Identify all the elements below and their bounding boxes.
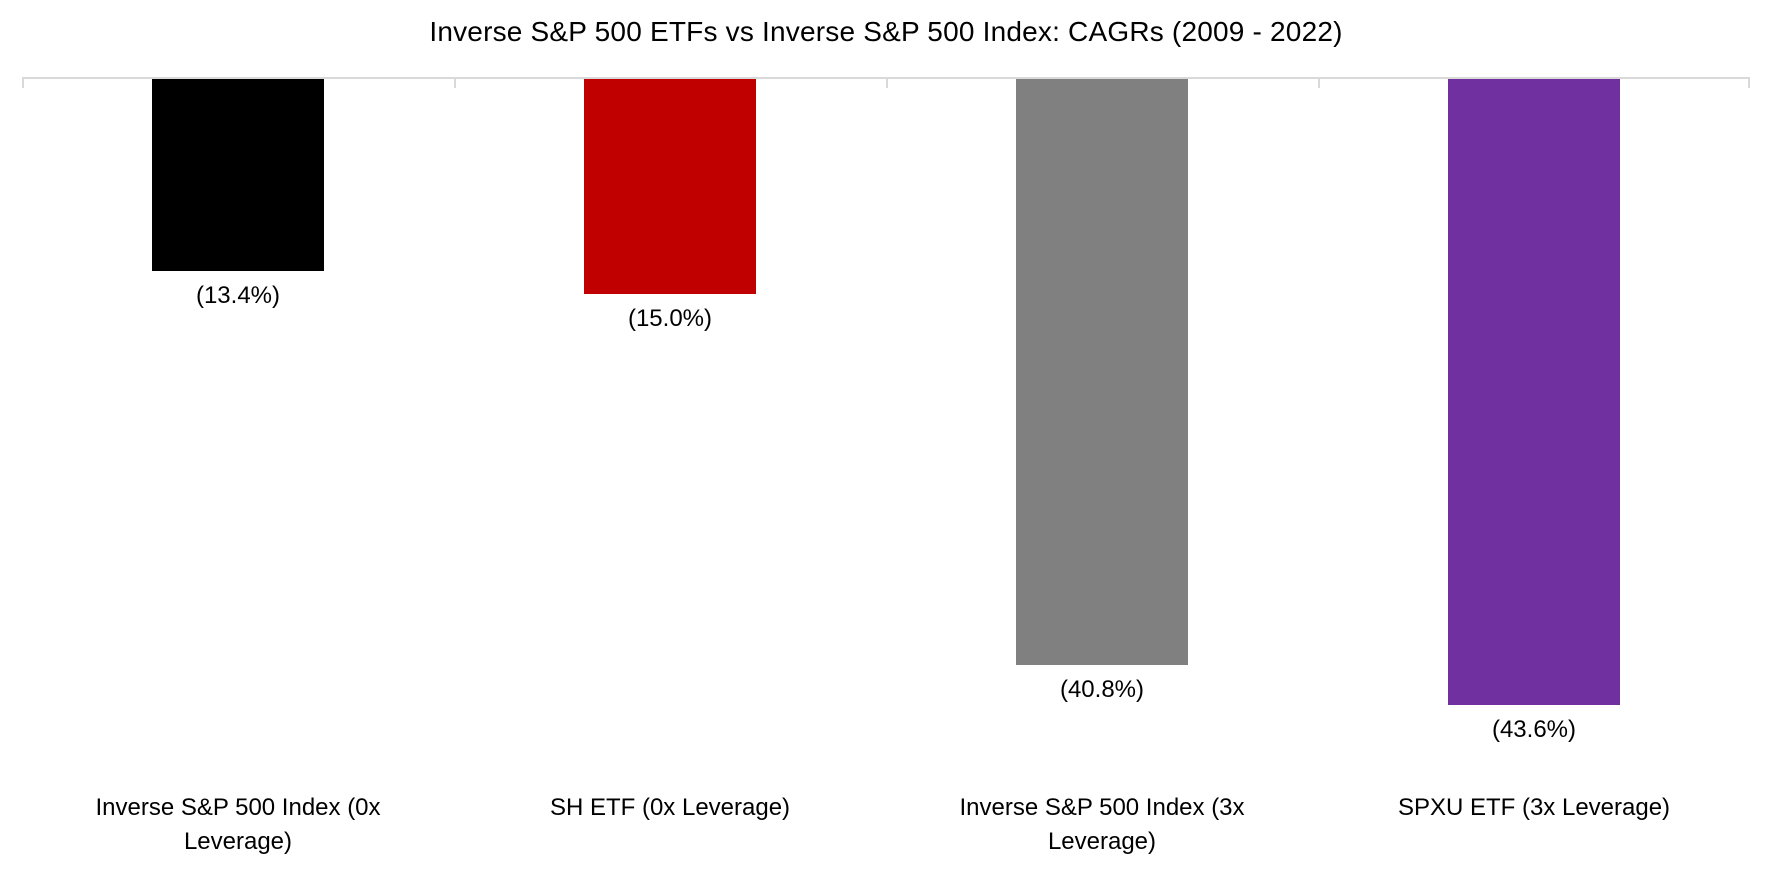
category-label: SH ETF (0x Leverage) — [454, 791, 886, 859]
bar-slot: (43.6%) — [1318, 79, 1750, 744]
bar-data-label: (40.8%) — [1059, 676, 1145, 703]
bar-slot: (13.4%) — [22, 79, 454, 310]
category-label-text: SPXU ETF (3x Leverage) — [1397, 794, 1671, 821]
x-axis-tick — [454, 79, 456, 88]
category-axis-labels: Inverse S&P 500 Index (0x Leverage) SH ET… — [22, 791, 1750, 859]
bar-data-label: (13.4%) — [195, 282, 281, 309]
x-axis-tick — [22, 79, 24, 88]
bar-1 — [152, 79, 324, 271]
bar-slot: (40.8%) — [886, 79, 1318, 704]
bar-2 — [584, 79, 756, 294]
bar-slot: (15.0%) — [454, 79, 886, 333]
x-axis-tick — [1748, 79, 1750, 88]
category-label-text: Inverse S&P 500 Index (3x Leverage) — [959, 794, 1245, 855]
category-label-text: SH ETF (0x Leverage) — [549, 794, 791, 821]
bar-3 — [1016, 79, 1188, 665]
category-label: Inverse S&P 500 Index (0x Leverage) — [22, 791, 454, 859]
x-axis-tick — [886, 79, 888, 88]
plot-area: (13.4%) (15.0%) (40.8%) (43.6%) — [22, 77, 1750, 743]
chart-title: Inverse S&P 500 ETFs vs Inverse S&P 500 … — [429, 16, 1343, 47]
category-label-text: Inverse S&P 500 Index (0x Leverage) — [95, 794, 381, 855]
category-label: Inverse S&P 500 Index (3x Leverage) — [886, 791, 1318, 859]
category-label: SPXU ETF (3x Leverage) — [1318, 791, 1750, 859]
bar-data-label: (43.6%) — [1491, 716, 1577, 743]
bar-4 — [1448, 79, 1620, 705]
bar-data-label: (15.0%) — [627, 305, 713, 332]
x-axis-line — [22, 77, 1750, 79]
x-axis-tick — [1318, 79, 1320, 88]
